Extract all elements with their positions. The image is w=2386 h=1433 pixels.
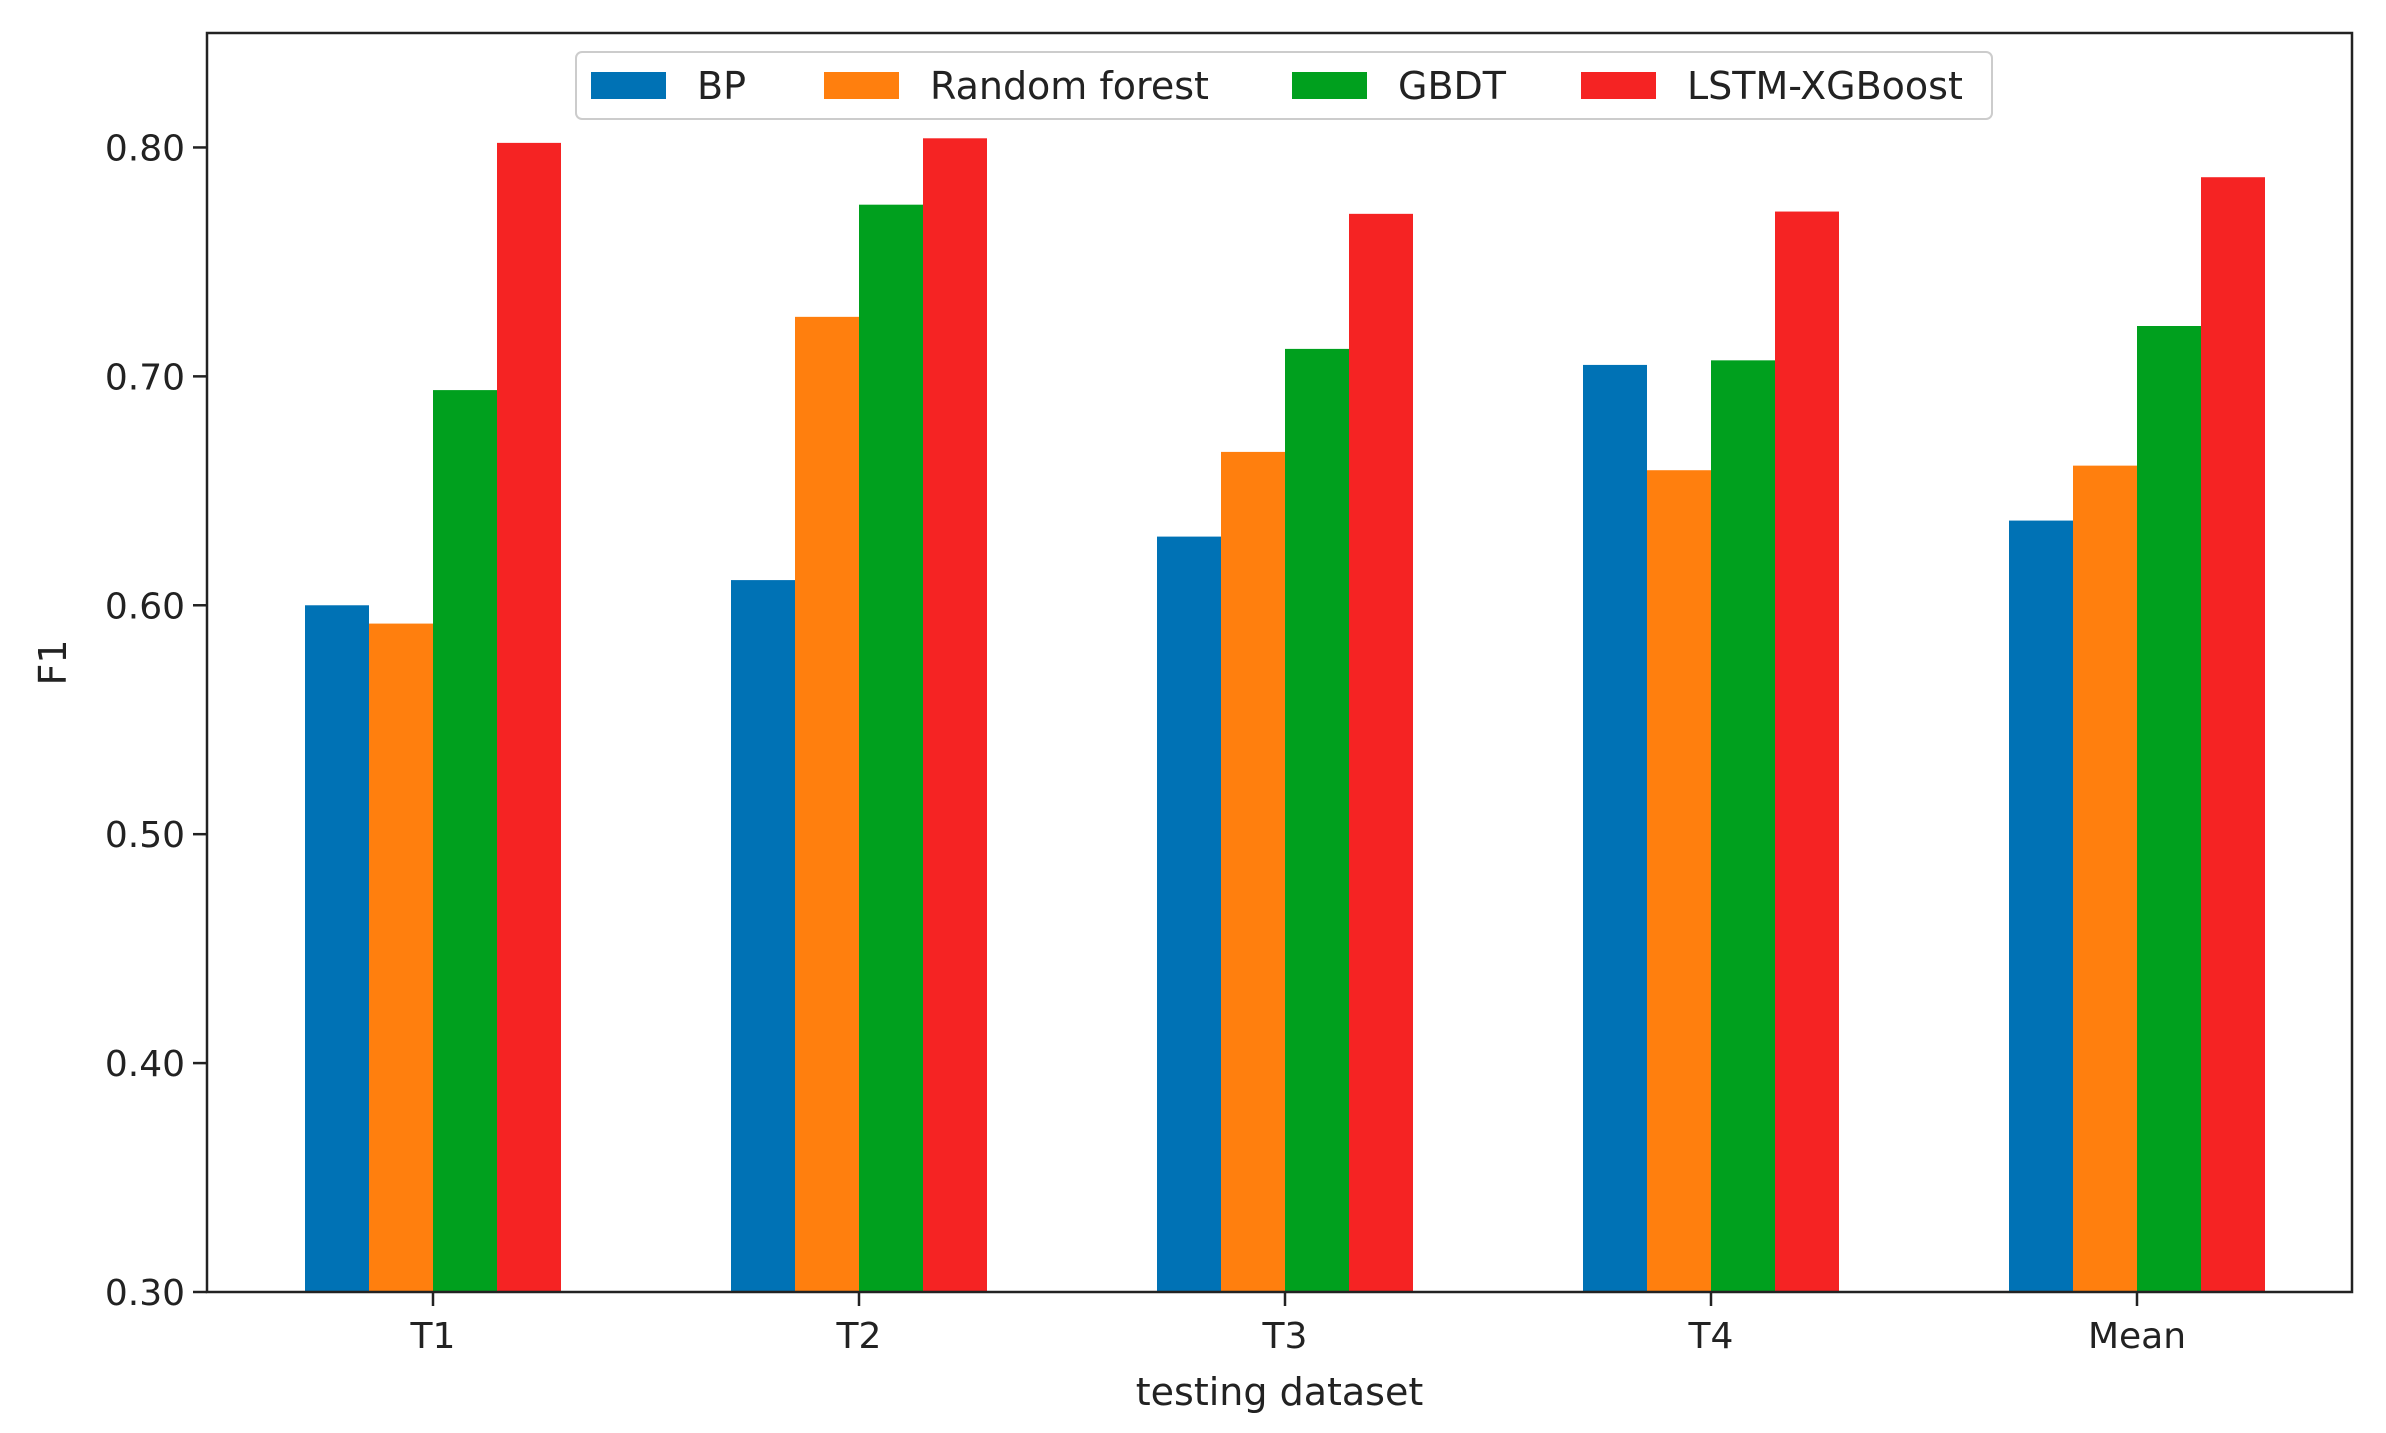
legend-label: BP (697, 64, 746, 108)
y-axis: 0.30 0.40 0.50 0.60 0.70 0.80 (105, 128, 207, 1314)
bar-random-forest-t1 (369, 623, 433, 1292)
bar-gbdt-t3 (1285, 348, 1349, 1292)
bar-gbdt-t4 (1711, 360, 1775, 1293)
bar-gbdt-t2 (859, 204, 923, 1292)
bar-random-forest-t4 (1647, 470, 1711, 1292)
y-tick-label: 0.40 (105, 1044, 185, 1085)
x-tick-label: T1 (410, 1316, 456, 1357)
bar-random-forest-mean (2073, 465, 2137, 1292)
legend: BP Random forest GBDT LSTM-XGBoost (575, 51, 1993, 120)
bar-lstm-xgboost-mean (2201, 177, 2265, 1292)
legend-label: Random forest (930, 64, 1209, 108)
bar-random-forest-t2 (795, 316, 859, 1292)
legend-swatch (1581, 72, 1656, 99)
x-axis-label: testing dataset (1136, 1370, 1424, 1414)
x-tick-label: Mean (2088, 1316, 2186, 1357)
bar-bp-t3 (1157, 536, 1221, 1292)
legend-swatch (591, 72, 666, 99)
x-tick-label: T3 (1262, 1316, 1308, 1357)
bar-random-forest-t3 (1221, 451, 1285, 1292)
y-tick-label: 0.30 (105, 1273, 185, 1314)
x-tick-label: T4 (1688, 1316, 1734, 1357)
bar-bp-t2 (731, 580, 795, 1292)
bar-gbdt-t1 (433, 390, 497, 1293)
x-tick-label: T2 (836, 1316, 882, 1357)
legend-swatch (1292, 72, 1367, 99)
legend-swatch (824, 72, 899, 99)
bar-lstm-xgboost-t1 (497, 142, 561, 1293)
bar-gbdt-mean (2137, 326, 2201, 1292)
bar-bp-t4 (1583, 364, 1647, 1292)
y-axis-label: F1 (31, 639, 75, 685)
x-axis: T1 T2 T3 T4 Mean (410, 1292, 2186, 1357)
bar-lstm-xgboost-t3 (1349, 213, 1413, 1293)
bar-bp-mean (2009, 520, 2073, 1292)
y-tick-label: 0.50 (105, 815, 185, 856)
bars-layer (305, 138, 2265, 1293)
y-tick-label: 0.70 (105, 357, 185, 398)
plot-frame (205, 31, 2354, 1294)
bar-lstm-xgboost-t2 (923, 138, 987, 1292)
legend-label: GBDT (1398, 64, 1507, 108)
bar-lstm-xgboost-t4 (1775, 211, 1839, 1293)
legend-box (575, 51, 1993, 120)
legend-label: LSTM-XGBoost (1687, 64, 1963, 108)
y-tick-label: 0.80 (105, 128, 185, 169)
bar-bp-t1 (305, 605, 369, 1292)
y-tick-label: 0.60 (105, 586, 185, 627)
